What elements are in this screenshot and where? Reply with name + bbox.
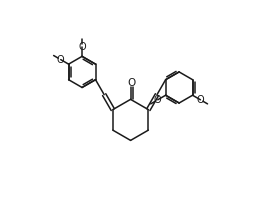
Text: O: O: [57, 55, 64, 65]
Text: O: O: [127, 78, 135, 88]
Text: O: O: [154, 95, 162, 105]
Text: O: O: [78, 42, 86, 52]
Text: O: O: [197, 95, 204, 105]
